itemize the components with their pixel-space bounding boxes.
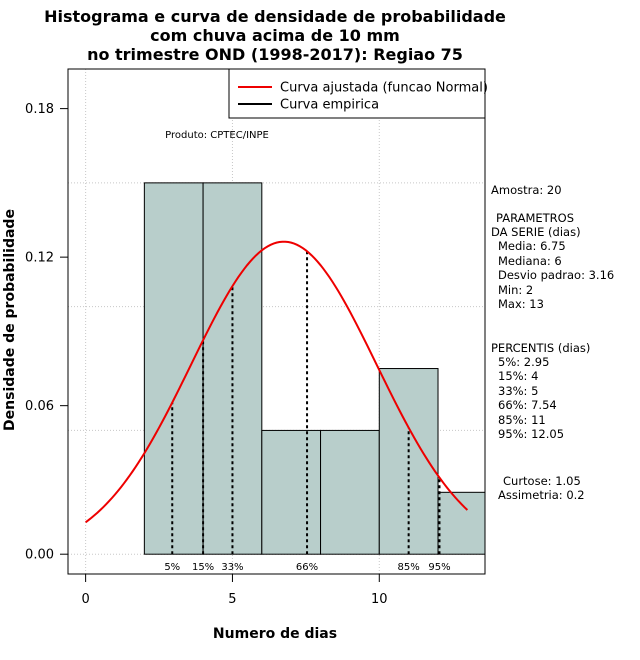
percentile-label: 85% bbox=[398, 562, 420, 573]
histogram-bar bbox=[143, 182, 204, 555]
percentil-66: 66%: 7.54 bbox=[498, 398, 557, 412]
y-tick-label: 0.06 bbox=[25, 399, 54, 414]
normal-fit-curve bbox=[85, 240, 469, 524]
histogram-bar bbox=[320, 429, 380, 555]
percentile-label: 15% bbox=[192, 562, 214, 573]
title-line-2: com chuva acima de 10 mm bbox=[150, 26, 400, 45]
skewness: Assimetria: 0.2 bbox=[498, 488, 585, 502]
percentile-label: 95% bbox=[428, 562, 450, 573]
legend: Curva ajustada (funcao Normal) Curva emp… bbox=[228, 68, 488, 119]
percentile-label: 5% bbox=[164, 562, 180, 573]
x-tick-label: 5 bbox=[228, 592, 236, 607]
percentis-title: PERCENTIS (dias) bbox=[491, 341, 590, 355]
x-tick-label: 0 bbox=[81, 592, 89, 607]
percentile-label: 66% bbox=[296, 562, 318, 573]
title-line-3: no trimestre OND (1998-2017): Regiao 75 bbox=[87, 45, 463, 64]
sample-size: Amostra: 20 bbox=[491, 183, 562, 197]
y-axis: 0.00 0.06 0.12 0.18 bbox=[25, 102, 69, 563]
y-tick-label: 0.00 bbox=[25, 548, 54, 563]
percentil-95: 95%: 12.05 bbox=[498, 427, 564, 441]
product-annotation: Produto: CPTEC/INPE bbox=[165, 130, 269, 141]
percentile-lines: 5% 15% 33% 66% 85% 95% bbox=[164, 251, 451, 573]
y-axis-title: Densidade de probabilidade bbox=[2, 209, 18, 431]
percentil-15: 15%: 4 bbox=[498, 369, 538, 383]
percentil-05: 5%: 2.95 bbox=[498, 355, 549, 369]
chart-title: Histograma e curva de densidade de proba… bbox=[44, 7, 506, 64]
legend-label-empirical: Curva empirica bbox=[280, 98, 379, 113]
param-median: Mediana: 6 bbox=[498, 254, 562, 268]
param-stddev: Desvio padrao: 3.16 bbox=[498, 268, 614, 282]
x-axis: 0 5 10 bbox=[81, 573, 388, 607]
x-axis-title: Numero de dias bbox=[213, 626, 337, 642]
percentil-33: 33%: 5 bbox=[498, 384, 538, 398]
legend-label-normal: Curva ajustada (funcao Normal) bbox=[280, 81, 488, 96]
params-title: PARAMETROS bbox=[496, 211, 574, 225]
histogram-bar bbox=[261, 429, 322, 555]
params-subtitle: DA SERIE (dias) bbox=[491, 225, 581, 239]
y-tick-label: 0.18 bbox=[25, 102, 54, 117]
title-line-1: Histograma e curva de densidade de proba… bbox=[44, 7, 506, 26]
kurtosis: Curtose: 1.05 bbox=[503, 474, 581, 488]
x-tick-label: 10 bbox=[371, 592, 388, 607]
statistics-panel: Amostra: 20 PARAMETROS DA SERIE (dias) M… bbox=[491, 183, 614, 502]
histogram-bars bbox=[143, 182, 486, 555]
percentil-85: 85%: 11 bbox=[498, 413, 546, 427]
percentile-label: 33% bbox=[221, 562, 243, 573]
y-tick-label: 0.12 bbox=[25, 251, 54, 266]
legend-box bbox=[228, 68, 486, 119]
histogram-bar bbox=[437, 491, 486, 555]
param-max: Max: 13 bbox=[498, 297, 544, 311]
param-min: Min: 2 bbox=[498, 283, 533, 297]
param-mean: Media: 6.75 bbox=[498, 239, 566, 253]
